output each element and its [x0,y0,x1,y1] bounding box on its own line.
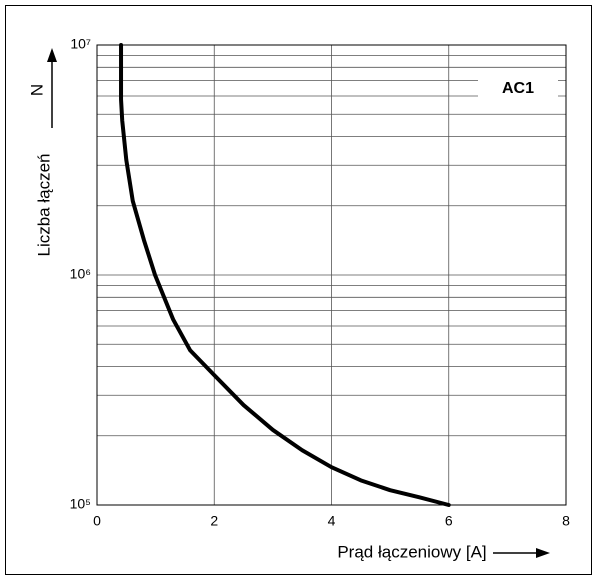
x-tick-label: 6 [445,513,453,529]
plot-border [96,44,567,506]
x-tick-label: 8 [562,513,570,529]
frame [5,5,592,575]
y-tick-label: 10⁷ [70,36,91,52]
x-tick-label: 4 [328,513,336,529]
y-tick-label: 10⁵ [70,496,91,512]
annotation-bg [478,78,558,100]
x-arrow-head [536,548,550,558]
y-arrow-head [47,48,57,62]
curve [119,43,451,507]
y-axis-label: Liczba łączeń [34,153,53,256]
x-tick-label: 2 [210,513,218,529]
x-tick-label: 0 [93,513,101,529]
y-tick-label: 10⁶ [70,266,91,282]
x-axis-label: Prąd łączeniowy [A] [337,542,486,561]
annotation: AC1 [502,80,534,97]
y-axis-symbol: N [27,84,46,96]
